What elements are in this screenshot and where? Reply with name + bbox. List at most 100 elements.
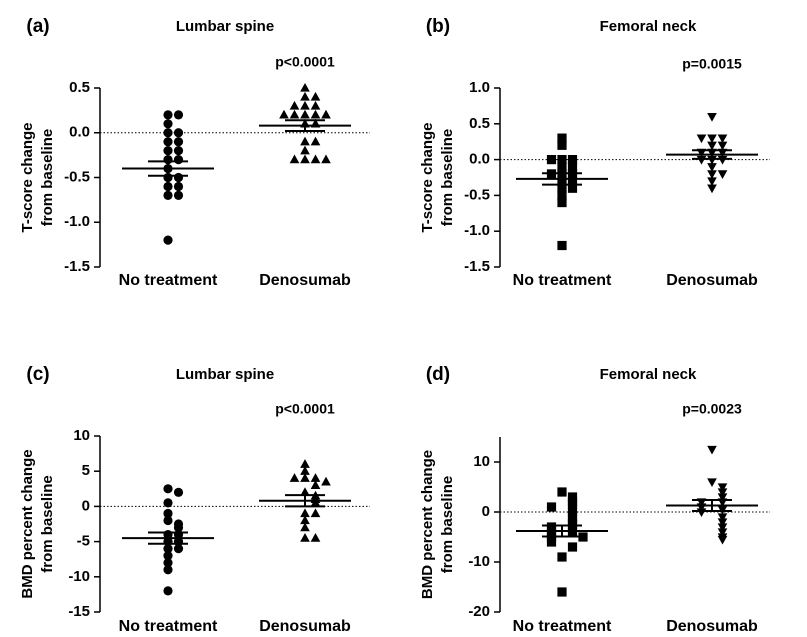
- y-tick-label: 0: [82, 497, 90, 514]
- data-point: [163, 565, 173, 575]
- data-point: [173, 155, 184, 165]
- y-tick-label: -1.0: [64, 213, 90, 230]
- y-tick-label: 10: [73, 427, 90, 444]
- data-point: [300, 487, 310, 496]
- panel-label: (c): [26, 364, 49, 385]
- data-point: [546, 522, 557, 532]
- data-point: [707, 163, 717, 172]
- y-axis-label: from baseline: [39, 475, 56, 573]
- data-point: [567, 183, 578, 193]
- x-tick-label: No treatment: [119, 272, 218, 289]
- y-tick-label: -10: [468, 553, 490, 570]
- data-point: [696, 155, 707, 165]
- data-point: [163, 498, 173, 508]
- x-tick-label: Denosumab: [666, 618, 758, 635]
- data-point: [557, 133, 567, 143]
- y-axis-label: T-score change: [419, 122, 436, 232]
- data-point: [546, 537, 557, 547]
- data-point: [163, 484, 173, 494]
- y-tick-label: 0.0: [69, 124, 90, 141]
- y-tick-label: -5: [77, 533, 90, 550]
- data-point: [567, 499, 578, 510]
- data-point: [300, 91, 310, 101]
- data-point: [163, 110, 173, 120]
- x-tick-label: Denosumab: [259, 618, 351, 635]
- data-point: [717, 518, 728, 528]
- data-point: [279, 109, 289, 119]
- panel: (a) Lumbar spine p<0.0001 T-score change fro…: [19, 16, 370, 289]
- data-point: [300, 82, 310, 92]
- annotation: p<0.0001: [275, 401, 335, 417]
- data-point: [300, 466, 310, 475]
- panel: (d) Femoral neck p=0.0023 BMD percent chang…: [419, 364, 770, 635]
- data-point: [557, 190, 567, 200]
- y-tick-label: 0: [482, 503, 490, 520]
- data-point: [173, 172, 184, 183]
- data-point: [310, 473, 321, 482]
- data-point: [163, 515, 173, 526]
- data-point: [300, 100, 310, 110]
- y-tick-label: -15: [68, 603, 90, 620]
- data-point: [707, 112, 717, 122]
- data-point: [300, 136, 310, 146]
- x-tick-label: No treatment: [513, 272, 612, 289]
- data-point: [300, 109, 310, 119]
- data-point: [173, 128, 184, 138]
- data-point: [717, 483, 728, 493]
- y-tick-label: -0.5: [464, 186, 490, 203]
- annotation: p=0.0023: [682, 401, 742, 417]
- data-point: [557, 587, 567, 597]
- data-point: [557, 140, 567, 150]
- data-point: [696, 134, 707, 144]
- data-point: [173, 146, 184, 156]
- data-point: [310, 136, 321, 146]
- chart-title: Lumbar spine: [176, 18, 274, 35]
- y-tick-label: 5: [82, 462, 90, 479]
- data-point: [173, 522, 184, 533]
- data-point: [567, 155, 578, 165]
- data-point: [557, 162, 567, 172]
- y-axis-label: from baseline: [439, 476, 456, 574]
- data-point: [300, 154, 310, 164]
- y-axis-label: BMD percent change: [419, 450, 436, 599]
- y-tick-label: -10: [68, 568, 90, 585]
- x-tick-label: Denosumab: [259, 272, 351, 289]
- annotation: p=0.0015: [682, 56, 742, 72]
- data-point: [557, 240, 567, 251]
- chart-title: Femoral neck: [600, 366, 697, 383]
- data-point: [578, 532, 588, 542]
- data-point: [310, 154, 321, 164]
- y-axis-label: from baseline: [439, 129, 456, 227]
- data-point: [310, 533, 321, 542]
- y-tick-label: -0.5: [64, 168, 90, 185]
- data-point: [717, 513, 728, 523]
- panel: (c) Lumbar spine p<0.0001 BMD percent chang…: [19, 364, 370, 635]
- chart-title: Lumbar spine: [176, 366, 274, 383]
- data-point: [707, 478, 717, 488]
- y-tick-label: 10: [473, 453, 490, 470]
- panel: (b) Femoral neck p=0.0015 T-score change fro…: [419, 16, 770, 289]
- annotation: p<0.0001: [275, 54, 335, 70]
- data-point: [310, 480, 321, 489]
- data-point: [310, 100, 321, 110]
- data-point: [717, 535, 728, 545]
- data-point: [300, 522, 310, 532]
- data-point: [310, 91, 321, 101]
- data-point: [163, 235, 173, 245]
- y-tick-label: -1.0: [464, 222, 490, 239]
- y-tick-label: -1.5: [464, 258, 490, 275]
- data-point: [546, 155, 557, 165]
- data-point: [300, 473, 310, 482]
- data-point: [173, 190, 184, 200]
- x-tick-label: No treatment: [119, 618, 218, 635]
- data-point: [717, 155, 728, 165]
- data-point: [321, 476, 331, 486]
- data-point: [163, 181, 173, 192]
- panel-label: (d): [426, 364, 450, 385]
- data-point: [696, 508, 707, 518]
- data-point: [321, 154, 331, 164]
- data-point: [567, 176, 578, 186]
- data-point: [300, 508, 310, 518]
- data-point: [163, 190, 173, 200]
- data-point: [163, 119, 173, 129]
